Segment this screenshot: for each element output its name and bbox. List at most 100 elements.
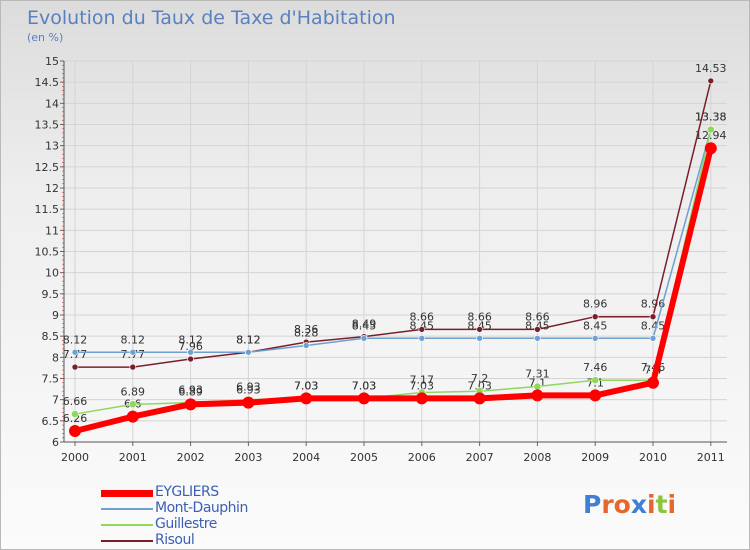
- data-point: [71, 410, 79, 418]
- x-tick-label: 2007: [466, 451, 494, 464]
- series-line-risoul: [75, 80, 712, 368]
- data-point: [71, 363, 79, 371]
- data-point: [531, 389, 544, 402]
- logo-letter: o: [613, 490, 631, 519]
- data-point: [649, 313, 657, 320]
- data-point: [358, 392, 370, 405]
- data-point: [126, 410, 139, 423]
- legend-label: EYGLIERS: [155, 484, 219, 500]
- y-tick-label: 10: [45, 267, 59, 280]
- y-tick-label: 7.5: [42, 373, 60, 386]
- data-label: 7.17: [410, 373, 435, 386]
- data-point: [707, 77, 715, 85]
- data-label: 7.96: [178, 340, 203, 353]
- y-tick-label: 8: [52, 351, 59, 364]
- logo-letter: i: [667, 490, 677, 519]
- data-label: 8.45: [583, 319, 608, 332]
- x-tick-label: 2006: [408, 451, 436, 464]
- data-label: 8.66: [525, 310, 550, 323]
- y-tick-label: 14.5: [35, 76, 60, 89]
- y-tick-label: 9.5: [42, 288, 60, 301]
- legend-label: Mont-Dauphin: [155, 500, 248, 516]
- data-label: 6.93: [236, 384, 261, 397]
- data-point: [591, 313, 599, 320]
- series-line-eygliers: [74, 147, 714, 434]
- data-label: 8.96: [583, 298, 608, 311]
- x-tick-label: 2005: [350, 451, 378, 464]
- data-label: 6.66: [63, 395, 88, 408]
- data-label: 6.93: [178, 384, 203, 397]
- y-tick-label: 6: [52, 436, 59, 449]
- data-point: [534, 334, 541, 342]
- y-tick-label: 7: [52, 394, 59, 407]
- data-label: 8.12: [121, 333, 146, 346]
- y-tick-label: 12.5: [35, 161, 60, 174]
- y-tick-label: 14: [45, 97, 59, 110]
- data-point: [649, 334, 657, 342]
- data-point: [473, 392, 486, 405]
- data-label: 7.03: [467, 379, 492, 392]
- data-label: 14.53: [695, 62, 727, 75]
- chart-title: Evolution du Taux de Taxe d'Habitation: [27, 7, 396, 29]
- data-point: [187, 348, 194, 356]
- data-point: [534, 326, 541, 333]
- data-point: [476, 334, 483, 342]
- data-label: 7.03: [294, 379, 319, 392]
- data-label: 8.36: [294, 323, 319, 336]
- chart-unit-label: (en %): [27, 31, 64, 44]
- legend-swatch: [101, 508, 153, 510]
- data-label: 7.03: [352, 379, 377, 392]
- data-label: 8.66: [467, 310, 492, 323]
- legend-label: Risoul: [155, 532, 195, 548]
- data-point: [242, 396, 255, 409]
- data-label: 6.89: [121, 385, 146, 398]
- data-label: 12.94: [695, 129, 727, 142]
- x-tick-label: 2011: [697, 451, 725, 464]
- x-tick-label: 2010: [639, 451, 667, 464]
- logo-letter: i: [647, 490, 656, 519]
- legend-swatch: [101, 524, 153, 526]
- data-point: [300, 392, 313, 405]
- x-tick-label: 2004: [292, 451, 320, 464]
- data-point: [589, 389, 602, 402]
- series-line-mont-dauphin: [75, 129, 712, 354]
- y-tick-label: 10.5: [35, 246, 60, 259]
- data-point: [187, 355, 194, 363]
- data-point: [415, 392, 428, 405]
- y-tick-label: 8.5: [42, 330, 60, 343]
- data-label: 8.12: [63, 333, 88, 346]
- y-tick-label: 11: [45, 224, 59, 237]
- data-label: 6.89: [178, 385, 203, 398]
- data-label: 6.93: [236, 381, 261, 394]
- proxiti-logo[interactable]: Proxiti: [583, 490, 676, 519]
- y-tick-label: 9: [52, 309, 59, 322]
- data-label: 8.12: [178, 333, 203, 346]
- data-point: [129, 363, 137, 371]
- data-point: [591, 376, 600, 385]
- data-label: 7.2: [471, 372, 489, 385]
- data-point: [129, 348, 137, 356]
- x-tick-label: 2009: [581, 451, 609, 464]
- logo-letter: x: [630, 490, 647, 519]
- x-tick-label: 2000: [61, 451, 89, 464]
- data-point: [69, 424, 81, 437]
- y-tick-label: 13: [45, 140, 59, 153]
- logo-letter: t: [655, 490, 668, 519]
- data-label: 7.03: [410, 379, 435, 392]
- data-label: 13.38: [695, 111, 727, 124]
- data-point: [418, 326, 426, 333]
- x-tick-label: 2001: [119, 451, 147, 464]
- logo-letter: r: [601, 490, 614, 519]
- data-point: [476, 326, 483, 333]
- legend-label: Guillestre: [155, 516, 217, 532]
- data-label: 8.96: [641, 298, 666, 311]
- y-tick-label: 11.5: [35, 203, 60, 216]
- x-tick-label: 2008: [523, 451, 551, 464]
- data-point: [71, 348, 79, 356]
- data-point: [245, 348, 252, 356]
- y-tick-label: 13.5: [35, 119, 60, 132]
- data-label: 7.03: [352, 379, 377, 392]
- data-point: [360, 334, 368, 342]
